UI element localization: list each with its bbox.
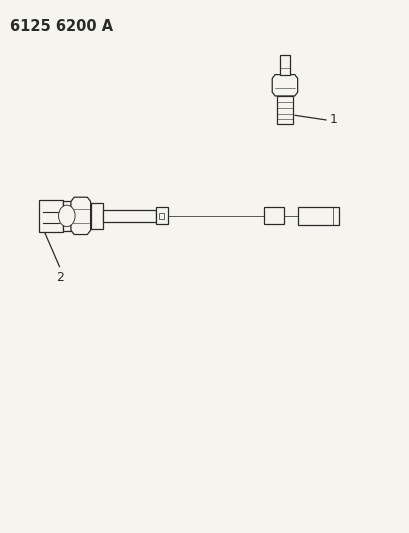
Bar <box>276 96 292 124</box>
Text: 6125 6200 A: 6125 6200 A <box>10 19 113 34</box>
Circle shape <box>58 205 75 227</box>
Polygon shape <box>71 197 90 235</box>
Bar <box>156 207 167 224</box>
Bar <box>39 200 63 232</box>
Polygon shape <box>272 75 297 96</box>
Bar <box>90 203 103 229</box>
Bar <box>298 207 339 225</box>
Text: 2: 2 <box>56 271 64 284</box>
Bar <box>63 201 71 231</box>
Bar <box>103 210 156 222</box>
Bar <box>159 213 164 219</box>
Text: 1: 1 <box>328 114 336 126</box>
Bar <box>279 55 290 75</box>
Bar <box>264 207 283 224</box>
